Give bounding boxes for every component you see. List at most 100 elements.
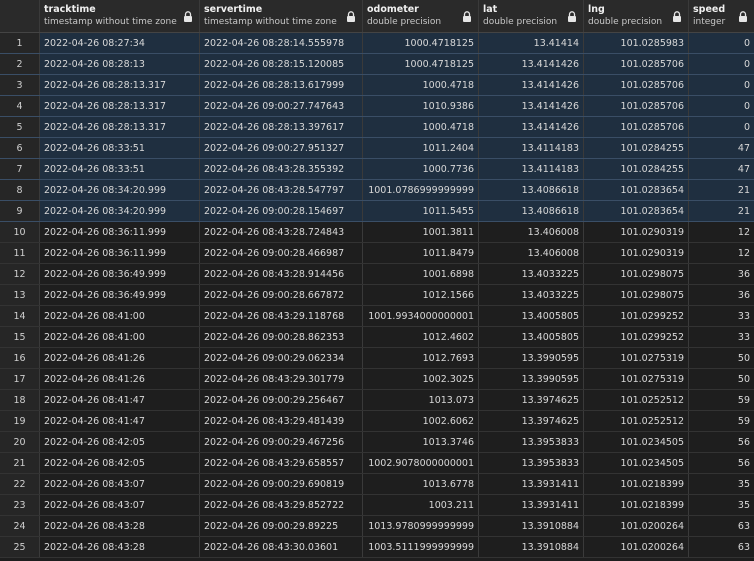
cell-tracktime[interactable]: 2022-04-26 08:43:07 bbox=[40, 474, 200, 494]
table-row[interactable]: 10 2022-04-26 08:36:11.999 2022-04-26 08:4… bbox=[0, 222, 754, 243]
cell-odometer[interactable]: 1003.5111999999999 bbox=[363, 537, 479, 557]
table-row[interactable]: 19 2022-04-26 08:41:47 2022-04-26 08:43:29… bbox=[0, 411, 754, 432]
cell-speed[interactable]: 47 bbox=[689, 138, 754, 158]
cell-odometer[interactable]: 1013.9780999999999 bbox=[363, 516, 479, 536]
cell-servertime[interactable]: 2022-04-26 08:43:29.852722 bbox=[200, 495, 363, 515]
row-number[interactable]: 15 bbox=[0, 327, 40, 347]
column-header-servertime[interactable]: servertime timestamp without time zone bbox=[200, 0, 363, 32]
cell-speed[interactable]: 59 bbox=[737, 394, 750, 406]
table-row[interactable]: 4 2022-04-26 08:28:13.317 2022-04-26 09:00… bbox=[0, 96, 754, 117]
column-header-tracktime[interactable]: tracktime timestamp without time zone bbox=[40, 0, 200, 32]
cell-lat[interactable]: 13.4086618 bbox=[479, 180, 584, 200]
cell-speed[interactable]: 12 bbox=[737, 247, 750, 259]
cell-servertime[interactable]: 2022-04-26 09:00:29.062334 bbox=[200, 348, 363, 368]
cell-tracktime[interactable]: 2022-04-26 08:33:51 bbox=[40, 159, 200, 179]
table-row[interactable]: 14 2022-04-26 08:41:00 2022-04-26 08:43:29… bbox=[0, 306, 754, 327]
row-number[interactable]: 9 bbox=[0, 201, 40, 221]
row-number[interactable]: 23 bbox=[0, 495, 40, 515]
table-row[interactable]: 18 2022-04-26 08:41:47 2022-04-26 09:00:29… bbox=[0, 390, 754, 411]
cell-lat[interactable]: 13.3953833 bbox=[479, 432, 584, 452]
table-row[interactable]: 22 2022-04-26 08:43:07 2022-04-26 09:00:29… bbox=[0, 474, 754, 495]
table-row[interactable]: 8 2022-04-26 08:34:20.999 2022-04-26 08:43… bbox=[0, 180, 754, 201]
cell-speed[interactable]: 63 bbox=[737, 541, 750, 553]
row-number[interactable]: 8 bbox=[0, 180, 40, 200]
row-number[interactable]: 25 bbox=[0, 537, 40, 557]
cell-speed[interactable]: 33 bbox=[737, 331, 750, 343]
cell-lat[interactable]: 13.3974625 bbox=[479, 411, 584, 431]
cell-tracktime[interactable]: 2022-04-26 08:41:00 bbox=[40, 327, 200, 347]
column-header-lng[interactable]: lng double precision bbox=[584, 0, 689, 32]
row-number[interactable]: 7 bbox=[0, 159, 40, 179]
cell-tracktime[interactable]: 2022-04-26 08:43:07 bbox=[40, 495, 200, 515]
cell-lat[interactable]: 13.3990595 bbox=[479, 348, 584, 368]
row-number[interactable]: 5 bbox=[0, 117, 40, 137]
cell-speed[interactable]: 36 bbox=[737, 268, 750, 280]
cell-speed[interactable]: 50 bbox=[737, 352, 750, 364]
cell-speed[interactable]: 12 bbox=[737, 226, 750, 238]
cell-lng[interactable]: 101.0234505 bbox=[584, 453, 689, 473]
row-number[interactable]: 17 bbox=[0, 369, 40, 389]
row-number[interactable]: 16 bbox=[0, 348, 40, 368]
cell-lng[interactable]: 101.0284255 bbox=[584, 138, 689, 158]
cell-lat[interactable]: 13.41414 bbox=[479, 33, 584, 53]
cell-odometer[interactable]: 1000.4718 bbox=[363, 75, 479, 95]
cell-servertime[interactable]: 2022-04-26 08:43:28.547797 bbox=[200, 180, 363, 200]
cell-tracktime[interactable]: 2022-04-26 08:42:05 bbox=[40, 453, 200, 473]
cell-tracktime[interactable]: 2022-04-26 08:33:51 bbox=[40, 138, 200, 158]
cell-lat[interactable]: 13.4141426 bbox=[479, 96, 584, 116]
cell-lat[interactable]: 13.4141426 bbox=[479, 75, 584, 95]
cell-lng[interactable]: 101.0252512 bbox=[584, 411, 689, 431]
cell-lng[interactable]: 101.0234505 bbox=[584, 432, 689, 452]
cell-tracktime[interactable]: 2022-04-26 08:41:47 bbox=[40, 390, 200, 410]
cell-servertime[interactable]: 2022-04-26 08:43:30.03601 bbox=[200, 537, 363, 557]
row-number[interactable]: 18 bbox=[0, 390, 40, 410]
cell-lat[interactable]: 13.4005805 bbox=[479, 327, 584, 347]
cell-lat[interactable]: 13.4141426 bbox=[479, 54, 584, 74]
cell-odometer[interactable]: 1013.6778 bbox=[363, 474, 479, 494]
cell-lng[interactable]: 101.0218399 bbox=[584, 474, 689, 494]
table-row[interactable]: 9 2022-04-26 08:34:20.999 2022-04-26 09:00… bbox=[0, 201, 754, 222]
cell-lng[interactable]: 101.0298075 bbox=[584, 264, 689, 284]
cell-lat[interactable]: 13.3974625 bbox=[479, 390, 584, 410]
cell-lng[interactable]: 101.0275319 bbox=[584, 369, 689, 389]
cell-tracktime[interactable]: 2022-04-26 08:36:11.999 bbox=[40, 222, 200, 242]
cell-speed[interactable]: 47 bbox=[689, 159, 754, 179]
row-number[interactable]: 3 bbox=[0, 75, 40, 95]
row-number[interactable]: 2 bbox=[0, 54, 40, 74]
cell-tracktime[interactable]: 2022-04-26 08:36:49.999 bbox=[40, 285, 200, 305]
row-number[interactable]: 19 bbox=[0, 411, 40, 431]
cell-servertime[interactable]: 2022-04-26 09:00:29.89225 bbox=[200, 516, 363, 536]
cell-lat[interactable]: 13.3910884 bbox=[479, 537, 584, 557]
cell-lng[interactable]: 101.0284255 bbox=[584, 159, 689, 179]
table-row[interactable]: 15 2022-04-26 08:41:00 2022-04-26 09:00:28… bbox=[0, 327, 754, 348]
row-number[interactable]: 11 bbox=[0, 243, 40, 263]
cell-lng[interactable]: 101.0285706 bbox=[584, 75, 689, 95]
table-row[interactable]: 11 2022-04-26 08:36:11.999 2022-04-26 09:0… bbox=[0, 243, 754, 264]
cell-servertime[interactable]: 2022-04-26 08:43:28.724843 bbox=[200, 222, 363, 242]
cell-tracktime[interactable]: 2022-04-26 08:43:28 bbox=[40, 516, 200, 536]
row-number[interactable]: 22 bbox=[0, 474, 40, 494]
cell-odometer[interactable]: 1012.4602 bbox=[363, 327, 479, 347]
cell-servertime[interactable]: 2022-04-26 09:00:28.154697 bbox=[200, 201, 363, 221]
cell-lat[interactable]: 13.406008 bbox=[479, 243, 584, 263]
cell-speed[interactable]: 35 bbox=[737, 478, 750, 490]
cell-tracktime[interactable]: 2022-04-26 08:34:20.999 bbox=[40, 180, 200, 200]
cell-lng[interactable]: 101.0252512 bbox=[584, 390, 689, 410]
cell-lng[interactable]: 101.0298075 bbox=[584, 285, 689, 305]
cell-lat[interactable]: 13.3990595 bbox=[479, 369, 584, 389]
cell-lat[interactable]: 13.4086618 bbox=[479, 201, 584, 221]
cell-odometer[interactable]: 1002.6062 bbox=[363, 411, 479, 431]
column-header-speed[interactable]: speed integer bbox=[689, 0, 754, 32]
cell-lng[interactable]: 101.0200264 bbox=[584, 537, 689, 557]
table-row[interactable]: 2 2022-04-26 08:28:13 2022-04-26 08:28:15.… bbox=[0, 54, 754, 75]
row-number[interactable]: 21 bbox=[0, 453, 40, 473]
cell-servertime[interactable]: 2022-04-26 08:43:29.118768 bbox=[200, 306, 363, 326]
cell-odometer[interactable]: 1011.5455 bbox=[363, 201, 479, 221]
row-number[interactable]: 4 bbox=[0, 96, 40, 116]
cell-tracktime[interactable]: 2022-04-26 08:28:13 bbox=[40, 54, 200, 74]
table-row[interactable]: 3 2022-04-26 08:28:13.317 2022-04-26 08:28… bbox=[0, 75, 754, 96]
cell-tracktime[interactable]: 2022-04-26 08:28:13.317 bbox=[40, 75, 200, 95]
cell-speed[interactable]: 0 bbox=[689, 54, 754, 74]
table-row[interactable]: 5 2022-04-26 08:28:13.317 2022-04-26 08:28… bbox=[0, 117, 754, 138]
table-row[interactable]: 12 2022-04-26 08:36:49.999 2022-04-26 08:4… bbox=[0, 264, 754, 285]
